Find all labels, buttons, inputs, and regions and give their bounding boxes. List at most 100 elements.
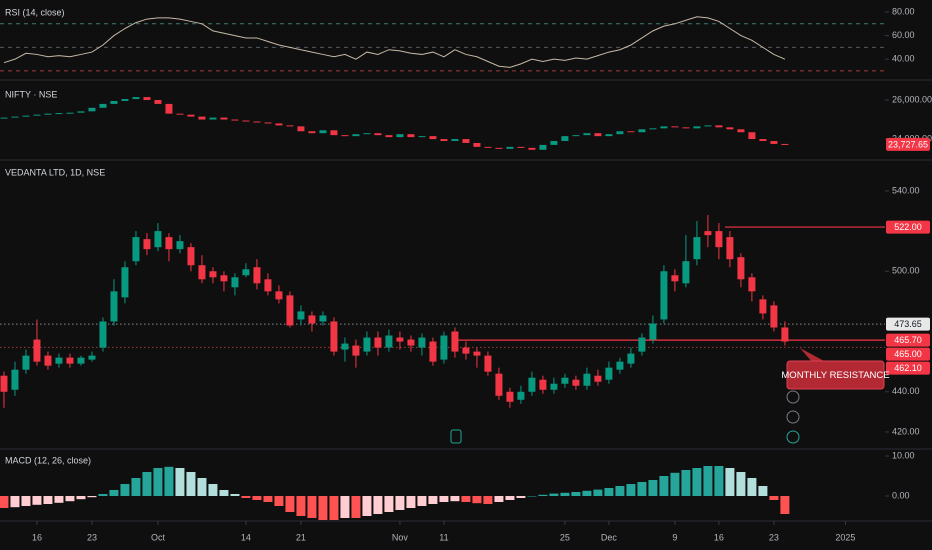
macd-bar bbox=[637, 482, 647, 496]
macd-bar bbox=[439, 496, 449, 502]
candle-body bbox=[187, 114, 195, 117]
panel-title: MACD (12, 26, close) bbox=[5, 455, 91, 465]
candle-body bbox=[286, 125, 294, 127]
macd-bar bbox=[725, 468, 735, 496]
x-tick-label: 11 bbox=[439, 532, 448, 542]
macd-bar bbox=[780, 496, 790, 514]
candle-body bbox=[66, 357, 74, 364]
candle-body bbox=[506, 146, 514, 149]
macd-bar bbox=[692, 468, 702, 496]
y-tick-label: 540.00 bbox=[892, 185, 920, 195]
price-label: 465.70 bbox=[894, 335, 922, 345]
macd-bar bbox=[406, 496, 416, 508]
panel-title: RSI (14, close) bbox=[5, 7, 65, 17]
candle-body bbox=[451, 139, 459, 142]
candle-body bbox=[616, 131, 624, 135]
macd-bar bbox=[516, 496, 526, 498]
candle-body bbox=[396, 337, 404, 342]
candle-body bbox=[594, 375, 602, 382]
candle-body bbox=[781, 143, 789, 145]
candle-body bbox=[33, 339, 41, 362]
candle-body bbox=[671, 126, 679, 128]
candle-body bbox=[121, 267, 129, 298]
candle-body bbox=[418, 136, 426, 138]
candle-body bbox=[385, 135, 393, 138]
macd-bar bbox=[131, 478, 141, 496]
candle-body bbox=[517, 146, 525, 148]
candle-body bbox=[11, 369, 19, 390]
macd-bar bbox=[285, 496, 295, 512]
macd-bar bbox=[208, 484, 218, 496]
candle-body bbox=[220, 275, 228, 282]
macd-bar bbox=[43, 496, 53, 504]
candle-body bbox=[341, 135, 349, 137]
x-tick-label: Dec bbox=[601, 532, 618, 542]
icon[interactable] bbox=[786, 390, 800, 404]
y-tick-label: 500.00 bbox=[892, 266, 920, 276]
candle-body bbox=[143, 239, 151, 250]
candle-body bbox=[319, 130, 327, 134]
macd-bar bbox=[417, 496, 427, 506]
icon[interactable] bbox=[786, 430, 800, 444]
macd-bar bbox=[747, 478, 757, 496]
candle-body bbox=[187, 247, 195, 266]
price-label: 465.00 bbox=[894, 349, 922, 359]
macd-bar bbox=[736, 472, 746, 496]
candle-body bbox=[198, 265, 206, 280]
icon[interactable] bbox=[786, 410, 800, 424]
candle-body bbox=[726, 127, 734, 130]
earnings-icon[interactable] bbox=[450, 429, 462, 444]
candle-body bbox=[198, 116, 206, 120]
candle-body bbox=[363, 133, 371, 135]
macd-bar bbox=[549, 493, 559, 496]
macd-bar bbox=[626, 484, 636, 496]
candle-body bbox=[429, 136, 437, 140]
candle-body bbox=[44, 355, 52, 366]
candle-body bbox=[253, 267, 261, 284]
macd-bar bbox=[659, 476, 669, 496]
candle-body bbox=[308, 131, 316, 134]
macd-bar bbox=[681, 470, 691, 496]
candle-body bbox=[209, 271, 217, 278]
candle-body bbox=[605, 367, 613, 380]
candle-body bbox=[66, 112, 74, 114]
candle-body bbox=[682, 261, 690, 284]
x-tick-label: 21 bbox=[296, 532, 306, 542]
macd-bar bbox=[472, 496, 482, 504]
x-tick-label: 14 bbox=[241, 532, 251, 542]
candle-body bbox=[484, 355, 492, 372]
candle-body bbox=[308, 315, 316, 324]
price-label-box bbox=[886, 137, 930, 151]
macd-bar bbox=[197, 478, 207, 496]
candle-body bbox=[275, 123, 283, 126]
candle-body bbox=[0, 375, 8, 392]
candle-body bbox=[407, 339, 415, 346]
macd-bar bbox=[373, 496, 383, 514]
candle-body bbox=[605, 134, 613, 137]
macd-bar bbox=[241, 496, 251, 498]
candle-body bbox=[638, 337, 646, 352]
price-label: 522.00 bbox=[894, 222, 922, 232]
x-tick-label: 16 bbox=[32, 532, 42, 542]
candle-body bbox=[176, 113, 184, 115]
candle-body bbox=[176, 241, 184, 250]
y-tick-label: 80.00 bbox=[892, 6, 915, 16]
macd-bar bbox=[351, 496, 361, 518]
candle-body bbox=[352, 134, 360, 137]
candle-body bbox=[297, 311, 305, 320]
separators bbox=[0, 79, 932, 522]
candle-body bbox=[726, 237, 734, 260]
macd-bar bbox=[648, 480, 658, 496]
x-tick-label: 23 bbox=[87, 532, 97, 542]
candle-body bbox=[660, 271, 668, 320]
macd-bar bbox=[615, 486, 625, 496]
candle-body bbox=[704, 231, 712, 236]
macd-bar bbox=[296, 496, 306, 516]
macd-bar bbox=[714, 466, 724, 496]
candle-body bbox=[99, 103, 107, 108]
candle-body bbox=[154, 231, 162, 248]
price-label: 23,727.65 bbox=[888, 139, 928, 149]
x-tick-label: 16 bbox=[714, 532, 724, 542]
candle-body bbox=[473, 351, 481, 356]
annotation: MONTHLY RESISTANCE bbox=[781, 348, 890, 390]
